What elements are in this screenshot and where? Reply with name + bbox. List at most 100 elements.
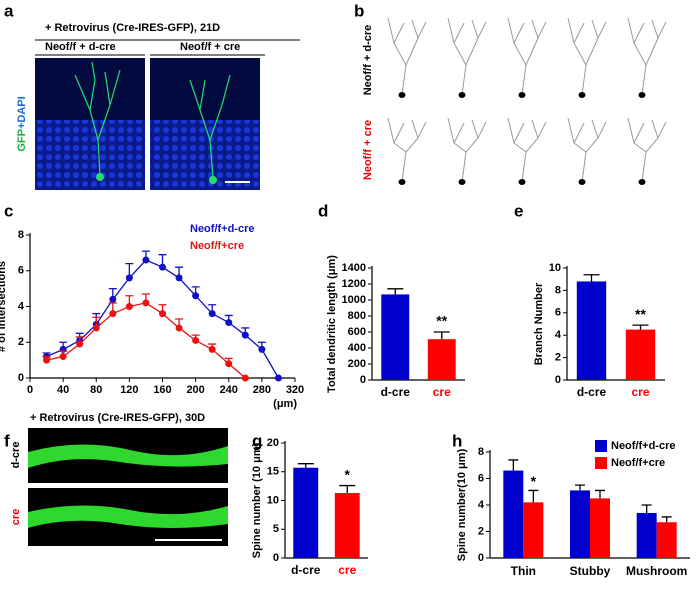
data-point bbox=[109, 310, 117, 318]
significance: ** bbox=[635, 306, 646, 322]
soma bbox=[638, 179, 646, 185]
bar bbox=[636, 512, 657, 558]
y-tick-label: 0 bbox=[360, 374, 366, 386]
nuclei-layer bbox=[150, 120, 260, 190]
y-tick-label: 8 bbox=[18, 229, 24, 241]
panel-letter: e bbox=[514, 201, 523, 220]
x-tick-label: 240 bbox=[220, 384, 238, 396]
y-tick-label: 20 bbox=[267, 437, 279, 449]
data-point bbox=[142, 256, 150, 264]
y-tick-label: 0 bbox=[18, 372, 24, 384]
row-label: Neof/f + cre bbox=[362, 120, 374, 180]
y-tick-label: 6 bbox=[18, 265, 24, 277]
x-tick-label: 280 bbox=[253, 384, 271, 396]
significance: ** bbox=[436, 313, 447, 329]
bar bbox=[334, 493, 360, 558]
soma bbox=[398, 179, 406, 185]
tracing bbox=[387, 17, 427, 96]
condition-label: Neof/f + cre bbox=[180, 41, 240, 53]
y-tick-label: 8 bbox=[478, 446, 484, 458]
y-tick-label: 1000 bbox=[342, 294, 366, 306]
dendrite bbox=[28, 505, 228, 528]
x-tick-label: d-cre bbox=[577, 385, 607, 399]
panel-letter: h bbox=[452, 431, 462, 450]
row-label: Neof/f + d-cre bbox=[362, 25, 374, 96]
panel-letter: c bbox=[4, 201, 13, 220]
y-tick-label: 800 bbox=[348, 310, 366, 322]
bar bbox=[625, 329, 656, 380]
data-point bbox=[43, 356, 51, 364]
data-point bbox=[208, 310, 216, 318]
data-point bbox=[192, 336, 200, 344]
error-bar bbox=[575, 484, 585, 491]
panel-letter: a bbox=[4, 1, 14, 20]
tracing bbox=[507, 17, 547, 96]
data-point bbox=[59, 353, 67, 361]
gfp-neuron bbox=[74, 61, 231, 179]
y-tick-label: 8 bbox=[555, 284, 561, 296]
tracing bbox=[387, 117, 427, 183]
bar bbox=[656, 522, 677, 558]
data-point bbox=[241, 331, 249, 339]
panel-letter: f bbox=[4, 431, 10, 450]
y-tick-label: 0 bbox=[273, 552, 279, 564]
y-axis-label: Spine number(10 μm) bbox=[456, 448, 468, 561]
panel-letter: b bbox=[354, 1, 364, 20]
error-bar bbox=[528, 489, 539, 503]
significance: * bbox=[531, 473, 537, 489]
x-tick-label: 120 bbox=[120, 384, 138, 396]
y-tick-label: 2 bbox=[555, 352, 561, 364]
panel-letter: d bbox=[318, 201, 328, 220]
y-tick-label: 6 bbox=[555, 307, 561, 319]
data-point bbox=[159, 263, 166, 271]
data-point bbox=[192, 292, 200, 300]
y-tick-label: 6 bbox=[478, 472, 484, 484]
tracing bbox=[447, 117, 487, 183]
y-tick-label: 4 bbox=[478, 499, 485, 511]
x-tick-label: 40 bbox=[57, 384, 69, 396]
y-tick-label: 200 bbox=[348, 358, 366, 370]
data-point bbox=[159, 310, 166, 318]
y-tick-label: 600 bbox=[348, 326, 366, 338]
data-point bbox=[125, 303, 133, 310]
error-bar bbox=[433, 331, 450, 340]
soma bbox=[578, 92, 586, 98]
panel-title: + Retrovirus (Cre-IRES-GFP), 21D bbox=[45, 22, 220, 34]
soma bbox=[398, 92, 406, 98]
data-point bbox=[175, 274, 183, 282]
panel-title: + Retrovirus (Cre-IRES-GFP), 30D bbox=[30, 412, 205, 424]
row-label: d-cre bbox=[10, 442, 22, 469]
soma bbox=[638, 92, 646, 98]
soma bbox=[96, 173, 104, 181]
y-tick-label: 5 bbox=[273, 523, 279, 535]
y-axis-label: # of intersections bbox=[0, 261, 8, 352]
tracing bbox=[567, 17, 607, 96]
tracing bbox=[507, 117, 547, 183]
bar bbox=[381, 294, 410, 380]
bar bbox=[576, 281, 607, 380]
y-tick-label: 1400 bbox=[342, 262, 366, 274]
y-axis-label: Branch Number bbox=[533, 282, 545, 365]
legend-swatch bbox=[595, 457, 607, 469]
error-bar bbox=[339, 484, 356, 494]
tracing bbox=[567, 117, 607, 183]
data-point bbox=[109, 295, 117, 303]
data-point bbox=[76, 340, 84, 348]
stain-label: GFP+DAPI bbox=[16, 96, 28, 151]
bar bbox=[503, 470, 524, 558]
stain-dapi: +DAPI bbox=[16, 96, 28, 129]
y-axis-label: Spine number (10 μm) bbox=[251, 442, 263, 558]
condition-label: Neof/f + d-cre bbox=[45, 41, 116, 53]
data-point bbox=[208, 345, 216, 353]
nuclei-layer bbox=[35, 120, 145, 190]
x-tick-label: cre bbox=[631, 385, 649, 399]
legend-entry: Neof/f+cre bbox=[611, 457, 665, 469]
dendrite bbox=[28, 444, 228, 468]
x-tick-label: 160 bbox=[153, 384, 171, 396]
tracing bbox=[627, 117, 667, 183]
data-point bbox=[142, 299, 150, 307]
data-point bbox=[225, 319, 233, 327]
y-tick-label: 10 bbox=[267, 494, 279, 506]
error-bar bbox=[297, 463, 314, 468]
soma bbox=[209, 176, 217, 184]
